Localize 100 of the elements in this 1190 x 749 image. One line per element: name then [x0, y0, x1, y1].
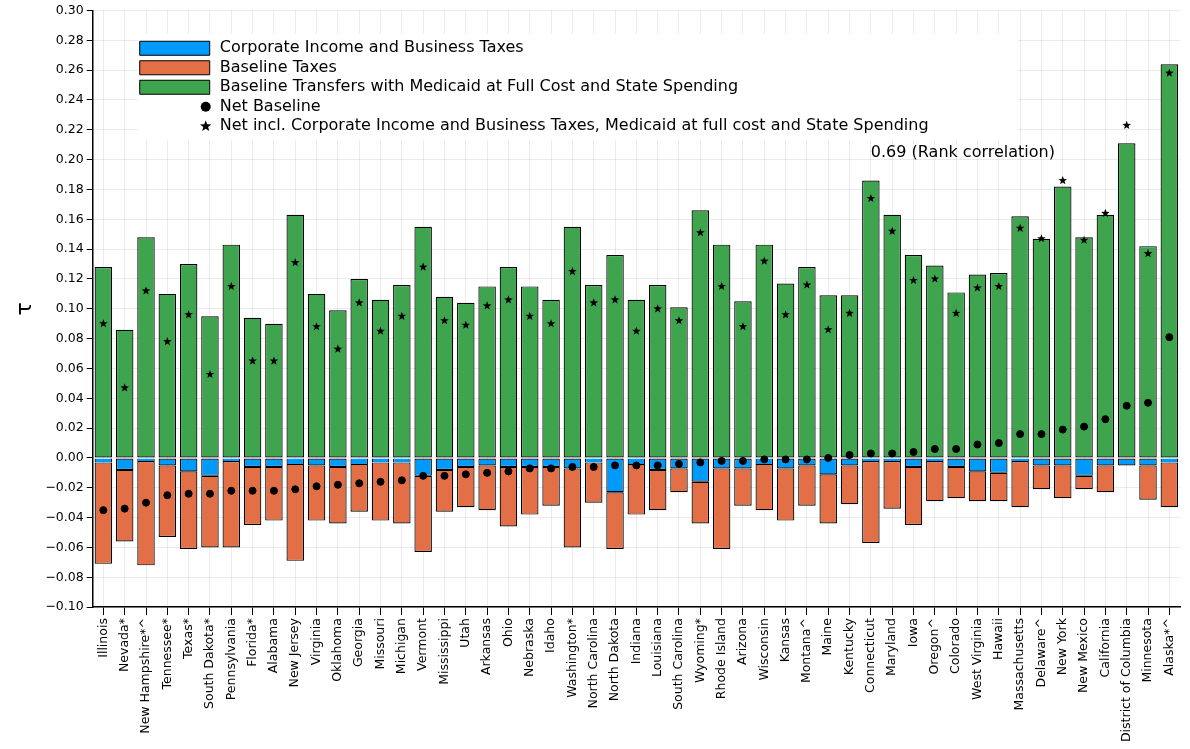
point — [120, 504, 129, 513]
x-tick-label: Oregon^ — [926, 618, 942, 675]
x-tick-label: North Carolina — [584, 618, 600, 709]
point — [312, 482, 321, 491]
point — [483, 468, 492, 477]
x-tick-label: New Jersey — [286, 617, 302, 688]
y-tick-label: 0.02 — [55, 419, 84, 435]
y-tick-label: 0.00 — [55, 449, 84, 465]
point — [1058, 425, 1067, 434]
point — [738, 322, 748, 331]
point — [99, 506, 108, 515]
point — [845, 450, 854, 459]
y-tick-label: 0.24 — [55, 91, 84, 107]
x-tick-label: Oklahoma — [329, 618, 345, 682]
x-tick-label: Montana^ — [798, 618, 814, 684]
point — [248, 486, 257, 495]
point — [376, 477, 385, 486]
x-tick-label: Maryland — [883, 618, 899, 677]
y-axis-title: τ — [10, 302, 36, 316]
x-tick-label: Illinois — [94, 618, 110, 658]
x-tick-label: Hawaii — [990, 618, 1006, 660]
point — [184, 489, 193, 498]
annotation: 0.69 (Rank correlation) — [870, 141, 1055, 161]
point — [994, 281, 1004, 291]
x-tick-label: Indiana — [627, 618, 643, 665]
y-tick-label: 0.06 — [55, 359, 84, 375]
point — [611, 461, 620, 470]
point — [930, 445, 939, 453]
point — [781, 310, 790, 319]
x-tick-label: New Mexico — [1075, 618, 1091, 693]
y-tick-label: 0.08 — [55, 329, 84, 345]
point — [994, 439, 1003, 448]
point — [525, 464, 534, 473]
point — [355, 479, 364, 488]
x-tick-label: Maine — [819, 617, 835, 656]
point — [930, 274, 940, 283]
y-tick-label: 0.30 — [55, 1, 84, 17]
x-tick-label: Minnesota — [1139, 618, 1155, 683]
point — [440, 316, 449, 325]
point — [632, 326, 641, 335]
point — [205, 489, 214, 498]
point — [290, 258, 300, 267]
legend-label: Net Baseline — [219, 95, 321, 115]
point — [1037, 234, 1046, 243]
point — [440, 471, 449, 480]
x-tick-label: Alabama — [265, 618, 281, 674]
y-tick-label: 0.12 — [55, 270, 84, 286]
point — [1080, 422, 1089, 431]
y-tick-label: −0.08 — [45, 568, 84, 584]
point — [802, 455, 811, 464]
point — [1144, 398, 1153, 407]
point — [1165, 333, 1174, 342]
point — [397, 476, 406, 485]
x-tick-label: Rhode Island — [712, 618, 728, 700]
point — [163, 337, 172, 346]
x-tick-label: Delaware^ — [1032, 618, 1048, 688]
point — [632, 461, 641, 470]
x-tick-label: Texas* — [179, 618, 195, 660]
x-tick-label: Wisconsin — [755, 618, 771, 681]
point — [1122, 401, 1131, 410]
point — [546, 319, 556, 328]
point — [1016, 430, 1025, 439]
point — [1143, 249, 1153, 258]
point — [1058, 176, 1068, 185]
point — [1037, 430, 1046, 439]
point — [653, 304, 662, 313]
y-tick-label: −0.02 — [45, 479, 84, 495]
x-tick-label: Missouri — [371, 618, 387, 670]
point — [269, 486, 278, 495]
x-tick-label: Wyoming* — [691, 618, 707, 684]
x-tick-label: Nevada* — [115, 618, 131, 673]
y-tick-label: 0.26 — [55, 61, 84, 77]
point — [120, 383, 129, 392]
x-tick-label: South Carolina — [670, 618, 686, 710]
point — [482, 301, 492, 310]
point — [461, 320, 471, 329]
point — [354, 298, 364, 307]
x-tick-label: New York — [1053, 617, 1069, 676]
x-tick-label: Virginia — [307, 618, 323, 666]
x-tick-label: Washington* — [563, 618, 579, 698]
x-tick-label: Pennsylvania — [222, 618, 238, 701]
point — [952, 445, 961, 453]
point — [866, 449, 875, 458]
point — [909, 275, 918, 285]
legend-label: Net incl. Corporate Income and Business Taxes, Medicaid at full cost and State Spending — [219, 115, 929, 135]
point — [312, 322, 321, 331]
x-tick-label: Nebraska — [521, 618, 537, 678]
x-tick-label: Tennessee* — [158, 618, 174, 691]
point — [184, 310, 193, 319]
point — [504, 467, 513, 476]
y-tick-label: 0.04 — [55, 389, 84, 405]
point — [973, 440, 982, 449]
point — [205, 369, 215, 379]
x-tick-label: Louisiana — [648, 618, 664, 678]
x-tick-label: Ohio — [499, 618, 515, 647]
x-tick-label: Alaska*^ — [1160, 618, 1176, 676]
point — [823, 325, 833, 334]
point — [1101, 415, 1110, 424]
y-tick-label: 0.10 — [55, 300, 84, 316]
point — [547, 464, 556, 473]
